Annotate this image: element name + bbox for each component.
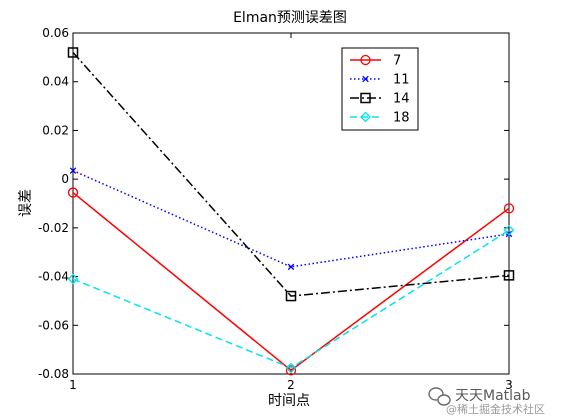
y-tick-label: 0 [61, 172, 69, 186]
y-tick-label: -0.08 [38, 367, 69, 381]
series-line-11 [72, 169, 510, 268]
y-tick-label: 0.06 [42, 26, 69, 40]
series-line-18 [72, 229, 510, 369]
data-point [285, 365, 297, 376]
x-tick-label: 1 [69, 378, 77, 392]
legend-marker-7 [360, 54, 371, 66]
legend-marker-18 [360, 111, 371, 123]
legend-label-18: 18 [393, 111, 410, 126]
data-point [287, 263, 295, 271]
data-point [503, 224, 515, 236]
series-line-7 [72, 191, 510, 372]
x-tick-label: 3 [505, 378, 513, 392]
watermark-brand: 天天Matlab [455, 388, 531, 404]
series-layer [67, 47, 515, 376]
series-14 [67, 47, 515, 302]
y-tick-label: -0.06 [38, 318, 69, 332]
data-point [67, 187, 79, 198]
x-axis-label: 时间点 [268, 393, 310, 409]
data-point [67, 47, 79, 58]
y-tick-label: 0.04 [42, 75, 69, 89]
legend-label-11: 11 [393, 73, 410, 88]
data-point [285, 362, 297, 374]
series-7 [67, 187, 515, 376]
y-tick-label: -0.02 [38, 221, 69, 235]
wechat-icon [428, 387, 451, 406]
data-point [67, 273, 79, 285]
x-tick-label: 2 [287, 378, 295, 392]
y-axis-label: 误差 [18, 189, 34, 217]
data-point [503, 203, 515, 214]
series-18 [67, 224, 515, 374]
y-tick-label: 0.02 [42, 123, 69, 137]
chart-title: Elman预测误差图 [233, 10, 347, 26]
legend-label-14: 14 [393, 92, 410, 107]
data-point [503, 270, 515, 281]
series-line-14 [72, 51, 510, 297]
legend: 7 11 14 18 [341, 47, 419, 131]
legend-marker-11 [362, 75, 369, 83]
y-axis-ticks: -0.08 -0.06 -0.04 -0.02 0 0.02 0.04 0.06 [38, 26, 509, 381]
legend-label-7: 7 [393, 54, 401, 69]
legend-marker-14 [360, 92, 371, 104]
plot-area [72, 32, 510, 375]
y-tick-label: -0.04 [38, 270, 69, 284]
watermark: 天天Matlab @稀土掘金技术社区 [428, 387, 545, 416]
watermark-sub: @稀土掘金技术社区 [446, 402, 545, 416]
data-point [69, 167, 77, 174]
data-point [285, 290, 297, 302]
